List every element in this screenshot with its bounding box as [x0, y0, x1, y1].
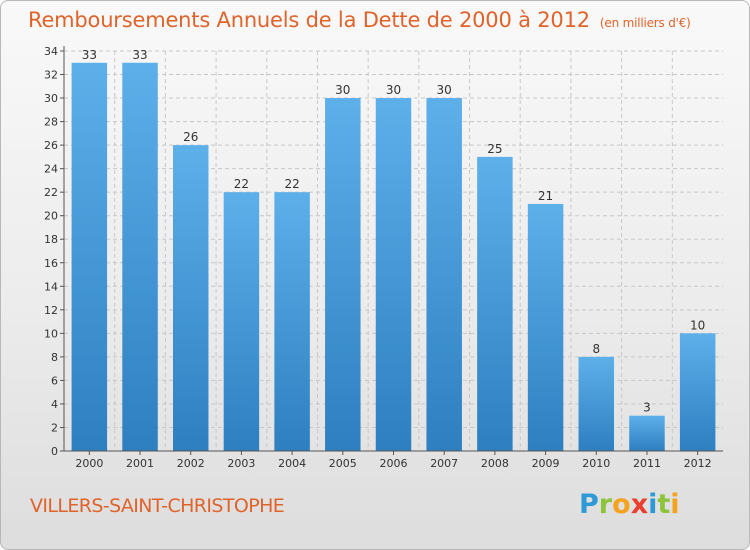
x-tick-label: 2012 — [684, 457, 712, 470]
unit-note: (en milliers d'€) — [599, 16, 691, 30]
y-tick-label: 12 — [44, 304, 58, 317]
logo-letter: r — [598, 489, 613, 520]
bar — [679, 333, 716, 451]
bar — [629, 415, 665, 451]
y-tick-label: 0 — [51, 445, 58, 458]
x-tick-label: 2003 — [227, 457, 255, 470]
bar — [426, 98, 462, 451]
x-tick-label: 2007 — [430, 457, 458, 470]
title-text: Remboursements Annuels de la Dette de 20… — [28, 8, 590, 32]
bar-value-label: 21 — [538, 189, 553, 203]
bar-value-label: 30 — [386, 83, 401, 97]
bar-value-label: 10 — [690, 318, 705, 332]
x-tick-label: 2000 — [75, 457, 103, 470]
x-tick-label: 2009 — [532, 457, 560, 470]
bar — [122, 62, 158, 451]
y-tick-label: 14 — [44, 280, 58, 293]
logo-letter: t — [657, 489, 671, 520]
logo-letter: x — [630, 489, 649, 520]
y-tick-label: 2 — [51, 421, 58, 434]
y-tick-label: 32 — [44, 69, 58, 82]
logo-letter: P — [579, 489, 599, 520]
bar — [527, 203, 564, 451]
x-tick-label: 2006 — [380, 457, 408, 470]
bar — [71, 62, 108, 451]
bar — [274, 192, 310, 452]
x-tick-label: 2010 — [582, 457, 610, 470]
y-tick-label: 16 — [44, 257, 58, 270]
y-tick-label: 34 — [44, 45, 58, 58]
bar-value-label: 26 — [183, 130, 198, 144]
y-tick-label: 30 — [44, 92, 58, 105]
y-tick-label: 4 — [51, 398, 58, 411]
x-tick-label: 2005 — [329, 457, 357, 470]
bar-value-label: 3 — [643, 401, 651, 415]
y-tick-label: 22 — [44, 186, 58, 199]
bar — [477, 156, 513, 451]
x-tick-label: 2004 — [278, 457, 306, 470]
y-tick-label: 8 — [51, 351, 58, 364]
proxiti-logo: Proxiti — [579, 489, 680, 520]
bar — [172, 145, 209, 451]
bar — [223, 192, 260, 452]
x-tick-label: 2011 — [633, 457, 661, 470]
logo-letter: i — [648, 489, 658, 520]
bar-value-label: 33 — [132, 48, 147, 62]
bar-value-label: 8 — [592, 342, 600, 356]
bar-value-label: 22 — [234, 177, 249, 191]
y-tick-label: 24 — [44, 163, 58, 176]
logo-letter: i — [670, 489, 680, 520]
logo-letter: o — [612, 489, 631, 520]
bar-value-label: 22 — [284, 177, 299, 191]
bar — [375, 98, 412, 451]
x-tick-label: 2002 — [177, 457, 205, 470]
bar — [578, 356, 615, 451]
y-tick-label: 18 — [44, 233, 58, 246]
bar-value-label: 30 — [437, 83, 452, 97]
x-tick-label: 2008 — [481, 457, 509, 470]
y-tick-label: 28 — [44, 116, 58, 129]
y-tick-label: 20 — [44, 210, 58, 223]
y-tick-label: 10 — [44, 327, 58, 340]
chart-title: Remboursements Annuels de la Dette de 20… — [28, 8, 691, 32]
bars: 33 33 26 22 22 30 30 30 25 21 8 3 10 — [71, 48, 716, 452]
bar — [325, 98, 361, 451]
y-tick-label: 26 — [44, 139, 58, 152]
bar-value-label: 25 — [487, 142, 502, 156]
x-tick-label: 2001 — [126, 457, 154, 470]
y-tick-label: 6 — [51, 374, 58, 387]
location-name: VILLERS-SAINT-CHRISTOPHE — [30, 495, 285, 517]
bar-value-label: 33 — [82, 48, 97, 62]
bar-value-label: 30 — [335, 83, 350, 97]
